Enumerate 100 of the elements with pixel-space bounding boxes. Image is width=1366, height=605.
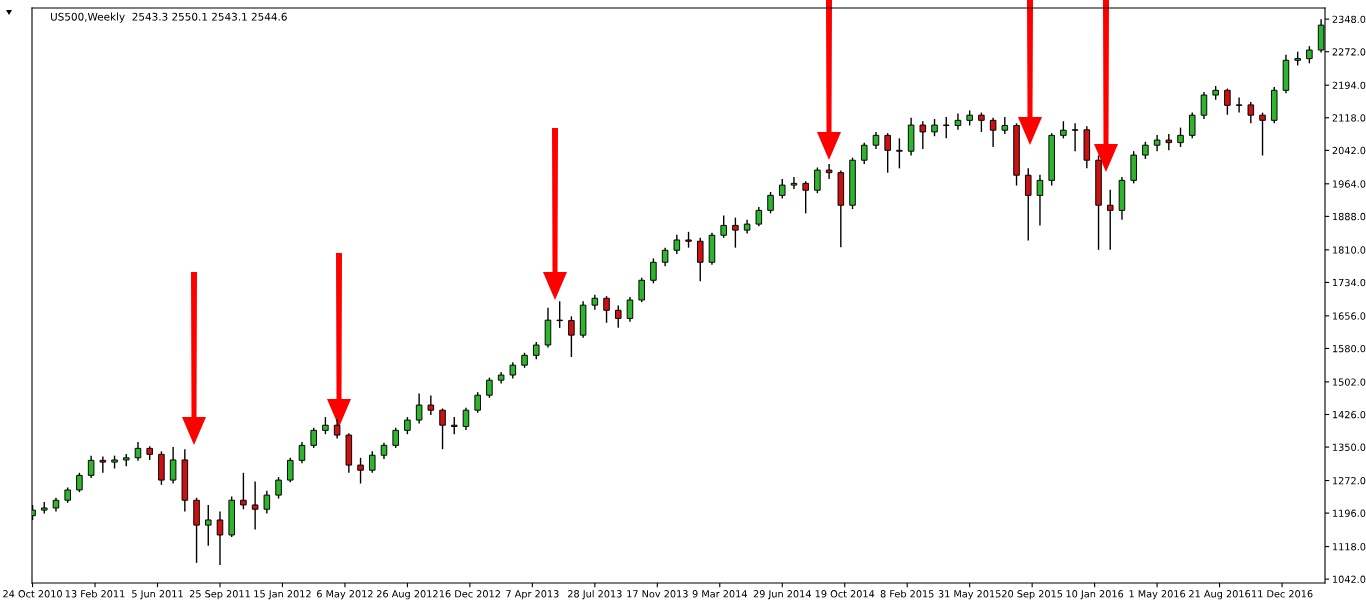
candlestick [240, 472, 247, 510]
candlestick [216, 510, 224, 566]
candlestick [954, 112, 962, 131]
candlestick [310, 427, 317, 449]
candlestick [1036, 174, 1044, 227]
candlestick [1188, 111, 1196, 140]
candlestick [989, 117, 997, 148]
candlestick [638, 277, 645, 303]
candlestick [1024, 167, 1032, 242]
y-tick-label: 2348.0 [1332, 15, 1366, 23]
x-tick-label: 11 Dec 2016 [1252, 590, 1313, 598]
x-tick-label: 5 Jun 2011 [132, 590, 183, 600]
candlestick [1247, 101, 1255, 125]
candlestick [298, 441, 306, 465]
y-tick-label: 1810.0 [1333, 246, 1366, 254]
candlestick [1200, 91, 1208, 120]
candlestick [825, 163, 833, 180]
candlestick [1001, 116, 1009, 135]
y-tick-label: 1042.0 [1333, 575, 1366, 583]
y-tick-label: 1502.0 [1333, 378, 1366, 386]
candlestick [1165, 133, 1173, 152]
candlestick [486, 376, 493, 399]
candlestick [392, 427, 399, 449]
candlestick [732, 216, 739, 249]
candlestick [169, 446, 177, 485]
x-tick-label: 20 Sep 2015 [1002, 590, 1063, 600]
candlestick [1235, 96, 1243, 114]
candlestick [919, 120, 927, 150]
y-tick-label: 1580.0 [1333, 344, 1366, 353]
candlestick [884, 132, 891, 174]
candlestick [462, 406, 470, 431]
y-tick-label: 1118.0 [1333, 543, 1366, 551]
candlestick [427, 394, 435, 416]
candlestick [720, 214, 727, 239]
candlestick [1071, 122, 1079, 152]
x-tick-label: 7 Apr 2013 [506, 590, 559, 600]
candlestick [333, 418, 341, 440]
candlestick [263, 490, 271, 515]
y-tick-label: 1888.0 [1333, 212, 1366, 221]
y-tick-label: 1196.0 [1333, 509, 1366, 517]
candlestick [76, 472, 83, 493]
candlestick [603, 295, 610, 324]
y-tick-label: 1426.0 [1333, 410, 1366, 419]
candlestick [661, 246, 669, 267]
candlestick [860, 141, 868, 165]
y-tick-label: 2194.0 [1332, 81, 1366, 90]
candlestick [814, 166, 821, 194]
candlestick [415, 392, 423, 425]
candlestick [357, 457, 364, 485]
candlestick [614, 304, 622, 329]
candlestick [1177, 126, 1184, 148]
candlestick [778, 178, 786, 200]
x-tick-label: 29 Jun 2014 [753, 590, 811, 600]
x-tick-label: 10 Jan 2016 [1066, 590, 1124, 600]
candlestick [1106, 189, 1114, 251]
candlestick [650, 257, 657, 284]
x-tick-label: 1 May 2016 [1129, 590, 1186, 600]
chart-title: US500,Weekly 2543.3 2550.1 2543.1 2544.6 [51, 12, 287, 23]
candlestick [1259, 111, 1266, 157]
candlestick [942, 116, 950, 140]
x-tick-label: 24 Oct 2010 [3, 590, 62, 598]
x-tick-label: 31 May 2015 [938, 590, 1001, 600]
x-tick-label: 26 Aug 2012 [376, 590, 438, 600]
y-tick-label: 2118.0 [1332, 114, 1366, 122]
x-tick-label: 28 Jul 2013 [568, 589, 622, 600]
candlestick [673, 234, 681, 255]
candlestick [1224, 87, 1231, 116]
candlestick [896, 137, 903, 170]
candlestick [755, 206, 763, 227]
x-tick-label: 16 Dec 2012 [439, 590, 500, 598]
candlestick [99, 455, 107, 474]
y-tick-label: 1350.0 [1333, 443, 1366, 451]
candlestick [790, 176, 798, 190]
candlestick [368, 450, 376, 474]
candlestick [286, 457, 294, 483]
y-tick-label: 2042.0 [1332, 146, 1366, 155]
y-tick-label: 1272.0 [1333, 477, 1366, 485]
x-tick-label: 6 May 2012 [317, 590, 373, 600]
y-tick-label: 1734.0 [1333, 278, 1366, 287]
y-tick-label: 1964.0 [1333, 180, 1366, 188]
x-tick-label: 9 Mar 2014 [692, 590, 747, 598]
candlestick [474, 391, 481, 414]
x-tick-label: 17 Nov 2013 [627, 590, 688, 598]
x-tick-label: 15 Jan 2012 [254, 590, 311, 600]
x-tick-label: 25 Sep 2011 [189, 590, 250, 600]
candlestick [978, 111, 985, 133]
x-tick-label: 13 Feb 2011 [65, 589, 125, 598]
y-tick-label: 1656.0 [1333, 312, 1366, 320]
x-tick-label: 8 Feb 2015 [880, 589, 934, 598]
candlestick [439, 407, 446, 450]
candlestick [275, 476, 282, 500]
candlestick [802, 180, 809, 215]
candlestick [87, 454, 95, 479]
candlestick [204, 504, 212, 547]
x-tick-label: 21 Aug 2016 [1189, 590, 1251, 600]
candlestick [134, 441, 142, 462]
candlestick [696, 237, 704, 282]
candlestick [767, 191, 774, 215]
candlestick [568, 315, 575, 358]
y-tick-label: 2272.0 [1332, 48, 1366, 56]
